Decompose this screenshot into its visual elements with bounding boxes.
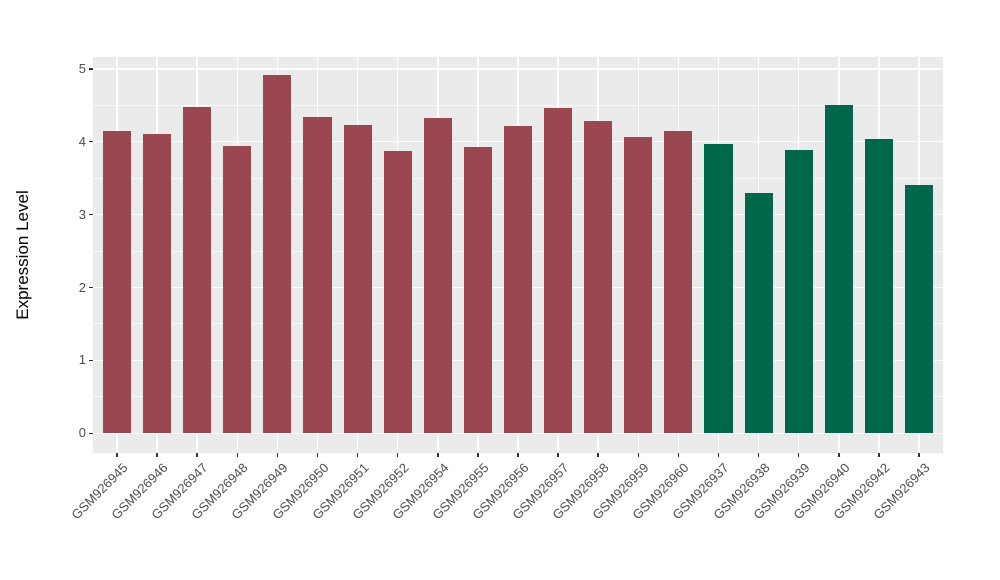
x-tick-mark [236, 453, 239, 457]
bar [503, 125, 533, 434]
y-tick-label: 4 [78, 133, 86, 149]
bar [223, 146, 252, 434]
bar [143, 133, 172, 434]
x-tick-mark [396, 453, 399, 457]
y-tick-label: 3 [78, 206, 86, 222]
y-tick-mark [89, 432, 93, 435]
bar [904, 184, 933, 434]
y-tick-mark [89, 213, 93, 216]
bar [423, 118, 452, 434]
x-tick-mark [276, 453, 279, 457]
bar [784, 150, 813, 434]
x-tick-mark [156, 453, 158, 457]
y-tick-mark [89, 68, 93, 70]
x-tick-mark [597, 453, 599, 457]
y-tick-label: 0 [78, 425, 86, 441]
x-tick-mark [196, 453, 198, 457]
x-tick-mark [437, 453, 439, 457]
y-tick-label: 1 [78, 352, 86, 368]
bar [584, 120, 613, 434]
bar [544, 108, 573, 434]
bar [824, 104, 853, 434]
x-tick-mark [477, 453, 479, 457]
bar [664, 130, 693, 434]
x-tick-mark [838, 453, 840, 457]
bar [624, 137, 653, 434]
bar [103, 130, 132, 434]
x-tick-mark [717, 453, 720, 457]
bar [263, 75, 292, 434]
x-tick-mark [918, 453, 920, 457]
x-tick-mark [878, 453, 880, 457]
y-tick-mark [89, 359, 93, 362]
y-tick-label: 5 [78, 60, 86, 76]
x-tick-mark [797, 453, 800, 457]
bar [183, 106, 212, 434]
x-tick-mark [557, 453, 559, 457]
bar [744, 192, 773, 434]
y-tick-mark [89, 286, 93, 289]
bar [343, 124, 372, 434]
x-tick-mark [356, 453, 359, 457]
x-tick-mark [517, 453, 519, 457]
y-tick-mark [89, 140, 93, 143]
x-tick-mark [677, 453, 680, 457]
bar [864, 138, 893, 434]
bar [704, 143, 733, 434]
x-tick-mark [757, 453, 760, 457]
x-tick-mark [637, 453, 640, 457]
x-tick-mark [116, 453, 118, 457]
y-tick-label: 2 [78, 279, 86, 295]
x-tick-mark [316, 453, 319, 457]
bar [463, 146, 492, 434]
bar [383, 151, 412, 434]
bar [303, 116, 332, 434]
plot-panel [93, 57, 943, 453]
